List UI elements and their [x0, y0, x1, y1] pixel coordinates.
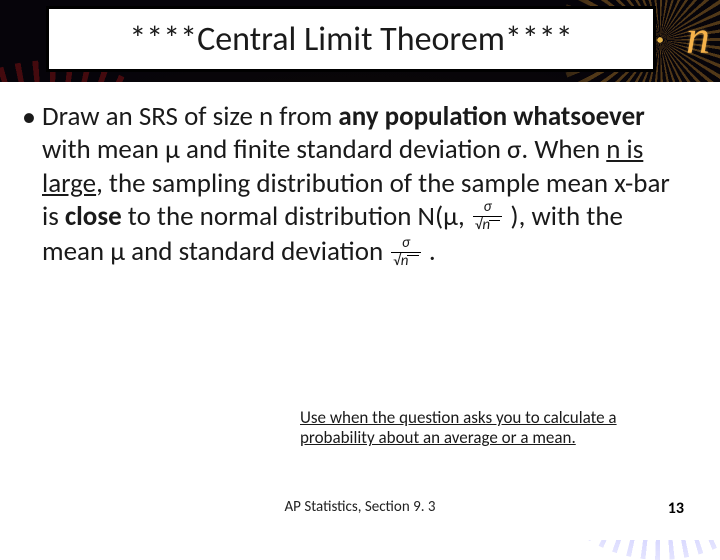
page-number: 13	[668, 499, 684, 518]
decor-letter: n	[686, 10, 710, 65]
title-box: ****Central Limit Theorem****	[46, 6, 656, 72]
usage-note: Use when the question asks you to calcul…	[300, 408, 672, 449]
bullet-text: Draw an SRS of size n from any populatio…	[42, 100, 690, 271]
text-run: to the normal distribution N(μ,	[122, 200, 471, 233]
text-run: with mean μ and finite standard deviatio…	[42, 133, 606, 166]
text-run: any population whatsoever	[338, 100, 644, 133]
text-run: close	[65, 200, 122, 233]
fraction-sigma-over-root-n: σ√n	[473, 200, 502, 233]
bullet-marker: •	[16, 100, 42, 271]
text-run: .	[423, 235, 436, 268]
fraction-sigma-over-root-n: σ√n	[391, 236, 420, 269]
slide-title: ****Central Limit Theorem****	[121, 17, 580, 62]
text-run: Draw an SRS of size n from	[42, 100, 338, 133]
bullet-item: • Draw an SRS of size n from any populat…	[16, 100, 690, 271]
content-area: • Draw an SRS of size n from any populat…	[0, 82, 720, 540]
footer-center: AP Statistics, Section 9. 3	[0, 498, 720, 516]
